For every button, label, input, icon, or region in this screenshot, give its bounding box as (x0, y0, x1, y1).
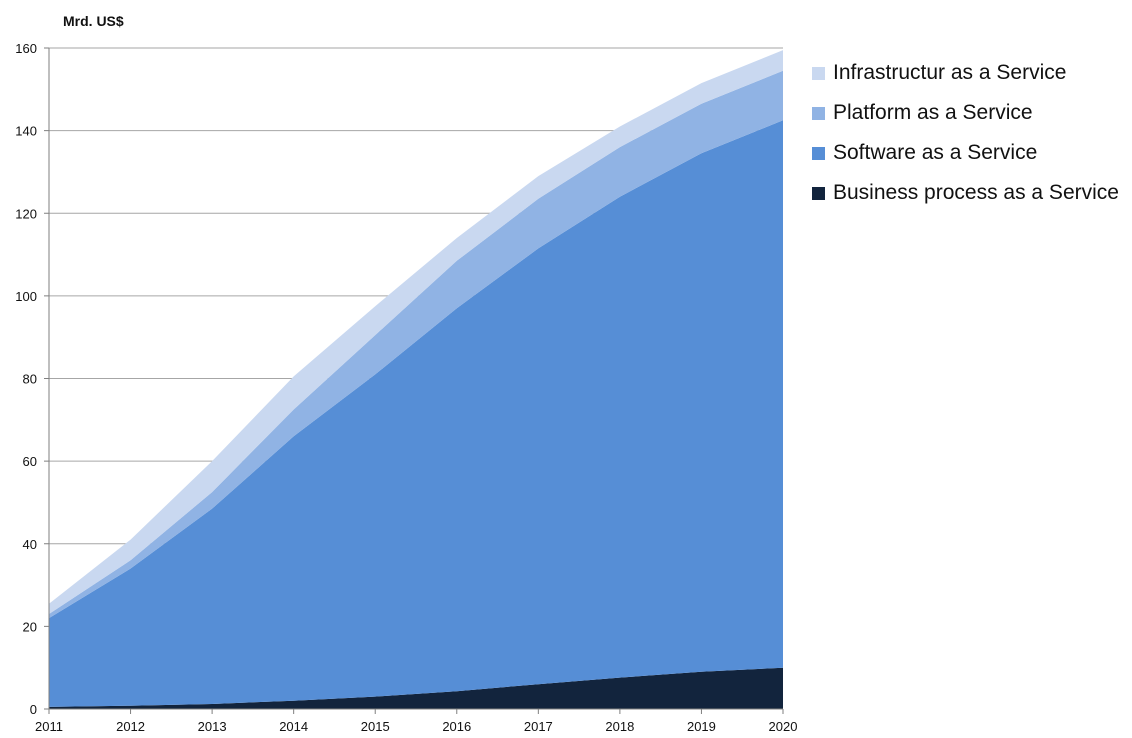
x-tick-label: 2015 (361, 719, 390, 734)
y-tick-labels: 0 20 40 60 80 100 120 140 160 (15, 41, 37, 717)
y-tick-label: 140 (15, 124, 37, 139)
series-areas (49, 50, 783, 709)
legend-label: Business process as a Service (833, 181, 1119, 204)
unit-label: Mrd. US$ (63, 13, 124, 29)
y-tick-label: 60 (23, 454, 37, 469)
y-tick-label: 120 (15, 206, 37, 221)
legend-label: Infrastructur as a Service (833, 61, 1067, 84)
area-business-process-as-a-service (49, 667, 783, 709)
legend-swatch (812, 186, 825, 200)
legend-swatch (812, 106, 825, 120)
legend-item: Infrastructur as a Service (812, 53, 1119, 93)
x-tick-label: 2011 (35, 719, 63, 734)
axes (44, 47, 784, 714)
y-tick-label: 20 (23, 619, 37, 634)
y-tick-label: 160 (15, 41, 37, 56)
x-tick-label: 2017 (524, 719, 553, 734)
x-tick-label: 2020 (769, 719, 798, 734)
x-tick-label: 2016 (442, 719, 471, 734)
legend-swatch (812, 146, 825, 160)
x-tick-label: 2013 (198, 719, 227, 734)
x-tick-label: 2018 (605, 719, 634, 734)
x-tick-label: 2019 (687, 719, 716, 734)
area-infrastructur-as-a-service (49, 50, 783, 615)
legend-item: Business process as a Service (812, 173, 1119, 213)
legend: Infrastructur as a Service Platform as a … (812, 53, 1119, 213)
y-tick-label: 80 (23, 372, 37, 387)
x-tick-labels: 2011 2012 2013 2014 2015 2016 2017 2018 2019 2020 (35, 719, 797, 734)
legend-item: Platform as a Service (812, 93, 1119, 133)
legend-item: Software as a Service (812, 133, 1119, 173)
legend-label: Software as a Service (833, 141, 1038, 164)
y-tick-label: 0 (30, 702, 37, 717)
legend-swatch (812, 66, 825, 80)
area-platform-as-a-service (49, 70, 783, 619)
x-tick-label: 2012 (116, 719, 145, 734)
y-tick-label: 100 (15, 289, 37, 304)
area-software-as-a-service (49, 120, 783, 707)
x-tick-label: 2014 (279, 719, 308, 734)
y-tick-label: 40 (23, 537, 37, 552)
legend-label: Platform as a Service (833, 101, 1033, 124)
